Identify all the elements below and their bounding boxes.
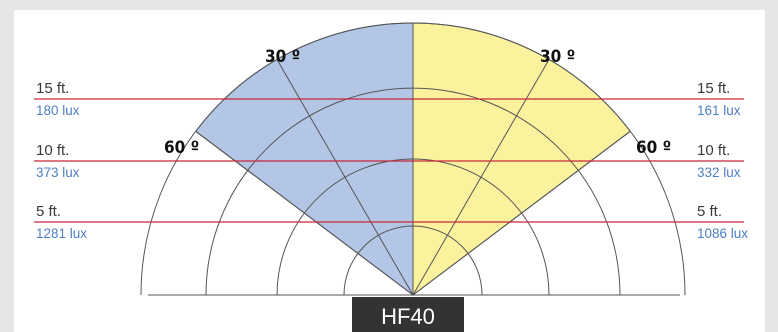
angle-label-60-left: 60 º (164, 138, 199, 158)
lux-label-10ft-left: 373 lux (36, 165, 80, 180)
angle-ray (412, 130, 631, 296)
distance-label-5ft-left: 5 ft. (36, 203, 61, 220)
distance-label-10ft-right: 10 ft. (697, 142, 730, 159)
angle-ray (195, 130, 414, 296)
lux-label-5ft-right: 1086 lux (697, 226, 748, 241)
angle-label-30-right: 30 º (540, 47, 575, 67)
model-badge (352, 297, 464, 332)
distance-label-5ft-right: 5 ft. (697, 203, 722, 220)
model-label: HF40 (381, 304, 435, 329)
distance-label-10ft-left: 10 ft. (36, 142, 69, 159)
lux-label-15ft-left: 180 lux (36, 103, 80, 118)
lux-label-5ft-left: 1281 lux (36, 226, 87, 241)
angle-label-60-right: 60 º (636, 138, 671, 158)
distance-label-15ft-right: 15 ft. (697, 80, 730, 97)
lux-label-10ft-right: 332 lux (697, 165, 741, 180)
lux-label-15ft-right: 161 lux (697, 103, 741, 118)
right-beam-wedge (412, 22, 631, 297)
left-beam-wedge (195, 22, 414, 297)
distance-label-15ft-left: 15 ft. (36, 80, 69, 97)
angle-label-30-left: 30 º (265, 47, 300, 67)
